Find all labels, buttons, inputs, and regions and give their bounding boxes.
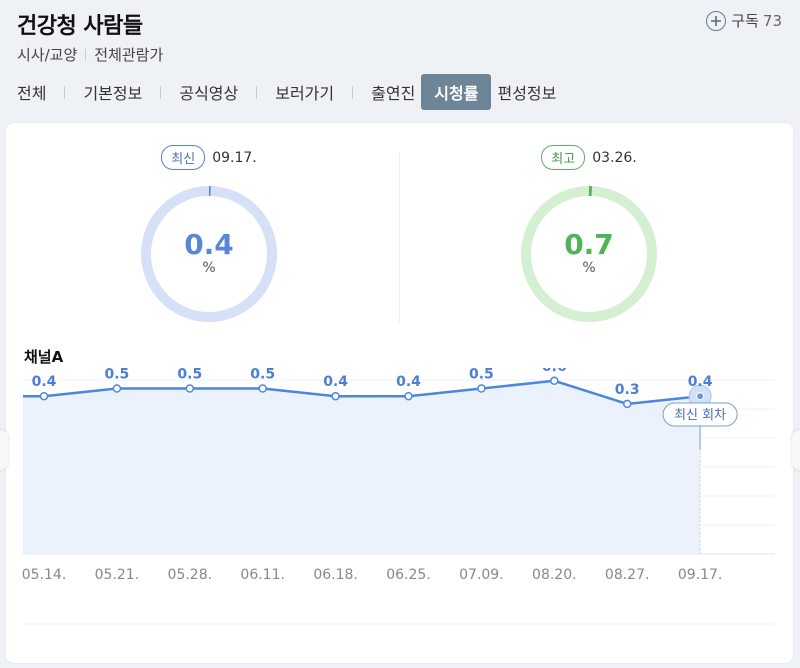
data-label: 0.5 [104,368,129,383]
program-header: 건강청 사람들 구독 73 시사/교양 전체관람가 전체 기본정보 공식영상 보… [0,0,800,120]
x-tick-label: 07.09. [459,567,504,583]
x-tick-label: 06.18. [313,567,358,583]
latest-episode-label: 최신 회차 [674,408,726,423]
x-tick-label: 06.11. [240,567,285,583]
data-point [696,392,705,401]
data-label: 0.6 [542,368,567,375]
data-label: 0.5 [469,368,494,383]
data-label: 0.5 [177,368,202,383]
data-label: 0.4 [396,374,421,390]
tab-divider [256,85,258,99]
summary-divider [399,153,400,323]
data-point [258,384,267,393]
tab-divider [352,85,354,99]
program-title: 건강청 사람들 [17,14,143,39]
x-tick-label: 05.28. [168,567,213,583]
scroll-left-handle[interactable] [0,430,8,470]
highest-rating-value: 0.7 [564,228,614,261]
ring-progress-arc [521,186,657,322]
latest-rating-ring: 0.4 % [139,184,279,324]
ratings-line-chart: 0.4 05.14. 0.5 05.21. 0.5 05.28. 0.5 06.11. 0.4 0… [22,368,775,625]
scroll-right-handle[interactable] [792,430,800,470]
highest-rating-unit: % [582,260,596,276]
ring-progress-arc [141,186,277,322]
x-tick-label: 05.21. [95,567,140,583]
data-point [112,384,122,393]
data-point [185,384,195,393]
highest-badge: 최고 [541,145,586,170]
meta-divider [85,48,87,61]
chart-area-fill [23,380,701,554]
highest-rating-panel: 최고 03.26. 0.7 % [489,145,689,324]
x-tick-label: 05.14. [22,567,67,583]
subscribe-button[interactable]: 구독 73 [706,10,782,31]
rating-text: 전체관람가 [94,46,164,64]
highest-rating-head: 최고 03.26. [489,145,689,170]
data-point [477,384,486,393]
data-label: 0.4 [32,374,57,390]
x-tick-label: 08.27. [605,567,650,583]
data-point [404,391,413,401]
data-point [331,391,340,401]
channel-title: 채널A [24,348,64,366]
tab-ratings[interactable]: 시청률 [421,74,492,110]
subscribe-count: 73 [762,11,782,30]
highest-ring-svg [521,186,657,322]
data-label: 0.3 [615,382,640,398]
data-point [622,399,632,409]
tab-bar: 전체 기본정보 공식영상 보러가기 출연진 시청률 편성정보 [17,74,556,110]
genre-text: 시사/교양 [17,46,78,64]
tab-basic-info[interactable]: 기본정보 [83,84,143,103]
data-point [39,391,49,401]
tab-schedule[interactable]: 편성정보 [497,84,557,103]
program-meta: 시사/교양 전체관람가 [17,44,163,65]
data-point [550,376,559,386]
x-tick-label: 09.17. [678,567,723,583]
data-label: 0.5 [250,368,275,383]
tab-watch[interactable]: 보러가기 [275,84,335,103]
tab-divider [64,85,66,99]
highest-date: 03.26. [592,149,637,166]
plus-icon [706,10,727,31]
ratings-card: 최신 09.17. 0.4 % 최고 03.26. 0.7 [6,123,793,663]
tab-official-video[interactable]: 공식영상 [179,84,239,103]
tab-divider [160,85,162,99]
latest-date: 09.17. [212,149,257,166]
tab-all[interactable]: 전체 [17,84,47,103]
latest-rating-value: 0.4 [184,228,234,261]
subscribe-label: 구독 [731,12,759,30]
latest-rating-head: 최신 09.17. [109,145,309,170]
latest-rating-unit: % [202,260,216,276]
tab-cast[interactable]: 출연진 [371,84,416,103]
data-label: 0.4 [688,374,713,390]
data-label: 0.4 [323,374,348,390]
latest-rating-panel: 최신 09.17. 0.4 % [109,145,309,324]
latest-ring-svg [141,186,277,322]
x-tick-label: 08.20. [532,567,577,583]
highest-rating-ring: 0.7 % [519,184,659,324]
latest-episode-callout [662,402,738,427]
latest-badge: 최신 [161,145,206,170]
x-tick-label: 06.25. [386,567,431,583]
